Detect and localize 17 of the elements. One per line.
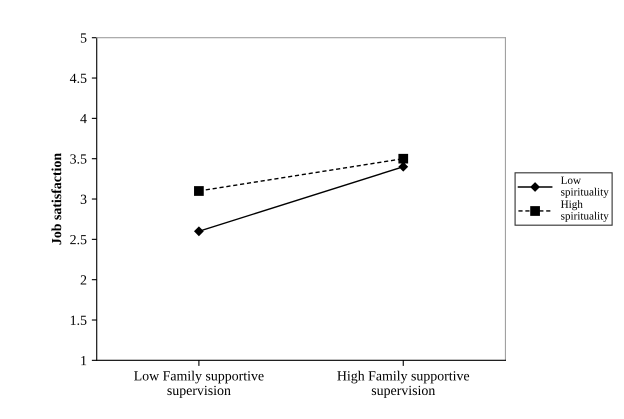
- legend-label: High spirituality: [560, 200, 609, 222]
- y-tick-label: 4: [80, 114, 87, 124]
- y-tick-label: 1: [81, 356, 86, 366]
- point: [194, 226, 204, 236]
- y-tick-label: 2.5: [70, 234, 86, 244]
- y-axis-title: Job satisfaction: [51, 153, 62, 245]
- x-tick-label: Low Family supportive supervision: [134, 370, 264, 398]
- y-tick-label: 3: [80, 194, 86, 204]
- point: [194, 186, 204, 196]
- y-tick-label: 5: [80, 33, 86, 43]
- point: [398, 154, 408, 164]
- y-tick-label: 1.5: [70, 316, 86, 326]
- y-tick-label: 2: [80, 275, 86, 284]
- legend-label: Low spirituality: [560, 176, 609, 198]
- y-tick-label: 4.5: [70, 74, 86, 84]
- y-tick-label: 3.5: [70, 154, 86, 164]
- x-tick-label: High Family supportive supervision: [337, 370, 470, 398]
